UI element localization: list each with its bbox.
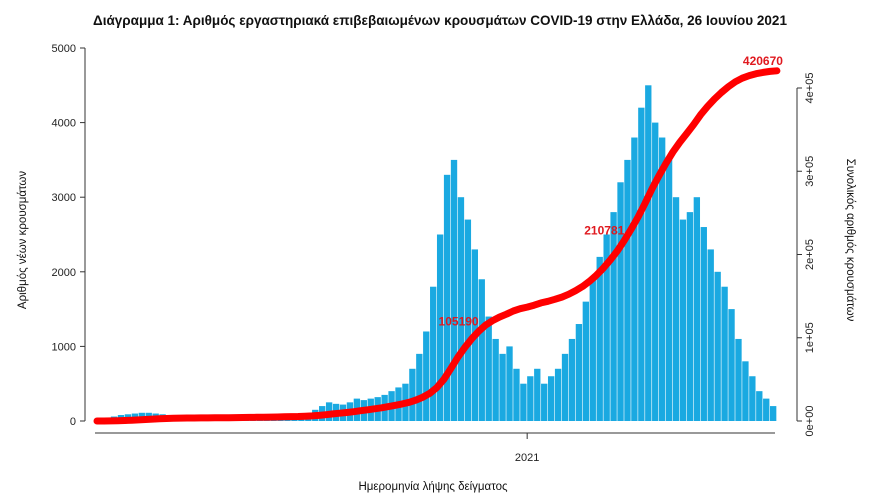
y-right-label: Συνολικός αριθμός κρουσμάτων (844, 159, 856, 322)
bar (665, 159, 673, 421)
bar (638, 107, 645, 422)
bar (513, 368, 520, 421)
bar (693, 197, 701, 421)
y-left-label: Αριθμός νέων κρουσμάτων (17, 171, 29, 309)
y-right-tick-label: 3e+05 (804, 156, 816, 187)
cumulative-annotation: 105190 (439, 314, 479, 328)
bar (534, 368, 541, 421)
bar (478, 279, 485, 421)
bar (610, 212, 617, 421)
bar (547, 376, 555, 421)
y-right-tick-label: 1e+05 (804, 322, 816, 353)
y-left-tick-label: 0 (70, 416, 76, 428)
bar (617, 182, 624, 421)
bar (443, 174, 451, 421)
bar (575, 324, 583, 421)
cumulative-annotation: 420670 (743, 54, 783, 68)
bar (520, 383, 527, 421)
bar (631, 137, 638, 421)
bar (721, 286, 728, 421)
bar (672, 197, 680, 421)
bar (568, 338, 576, 421)
y-right-tick-label: 0e+00 (804, 406, 816, 437)
cumulative-line (93, 67, 781, 425)
cumulative-line-group (93, 67, 781, 425)
bar (763, 398, 770, 421)
bar (770, 406, 777, 421)
y-right-tick-label: 2e+05 (804, 239, 816, 270)
bar (457, 197, 465, 421)
bar (756, 391, 763, 421)
bar (707, 249, 714, 421)
annotations-group: 105190 210781 420670 (439, 54, 784, 329)
bar (624, 159, 631, 421)
bar (652, 122, 659, 421)
y-left-tick-label: 4000 (52, 118, 76, 130)
cumulative-annotation: 210781 (584, 223, 624, 237)
bar (541, 383, 548, 421)
chart-title: Διάγραμμα 1: Αριθμός εργαστηριακά επιβεβ… (93, 13, 787, 28)
bar (679, 219, 687, 421)
bar (430, 286, 437, 421)
bar (603, 234, 610, 421)
bars-group (97, 85, 777, 422)
bar (499, 353, 506, 421)
bar (735, 338, 742, 421)
bar (645, 85, 652, 422)
bar (423, 331, 430, 421)
bar (686, 212, 694, 421)
bar (492, 338, 499, 421)
y-right-tick-label: 4e+05 (804, 73, 816, 104)
bar (450, 159, 458, 421)
bar (485, 316, 492, 421)
bar (658, 137, 666, 421)
bar (464, 219, 472, 421)
bar (589, 279, 596, 421)
bar (596, 256, 603, 421)
bar (700, 227, 707, 421)
bar (436, 234, 444, 421)
bar (527, 376, 534, 421)
bar (749, 376, 756, 421)
bar (561, 353, 569, 421)
y-left-tick-label: 3000 (52, 192, 76, 204)
bar (416, 353, 423, 421)
axes-group: 0 1000 2000 3000 4000 5000 0e+00 1e+05 2e+05 3e+0… (52, 43, 816, 464)
y-left-tick-label: 1000 (52, 341, 76, 353)
bar (554, 368, 562, 421)
bar (728, 309, 735, 421)
y-left-tick-label: 2000 (52, 267, 76, 279)
x-label: Ημερομηνία λήψης δείγματος (358, 481, 508, 493)
x-tick-label: 2021 (515, 452, 539, 464)
bar (409, 368, 416, 421)
bar (506, 346, 513, 421)
bar (742, 361, 749, 421)
bar (714, 271, 721, 421)
bar (582, 301, 590, 421)
y-left-tick-label: 5000 (52, 43, 76, 55)
